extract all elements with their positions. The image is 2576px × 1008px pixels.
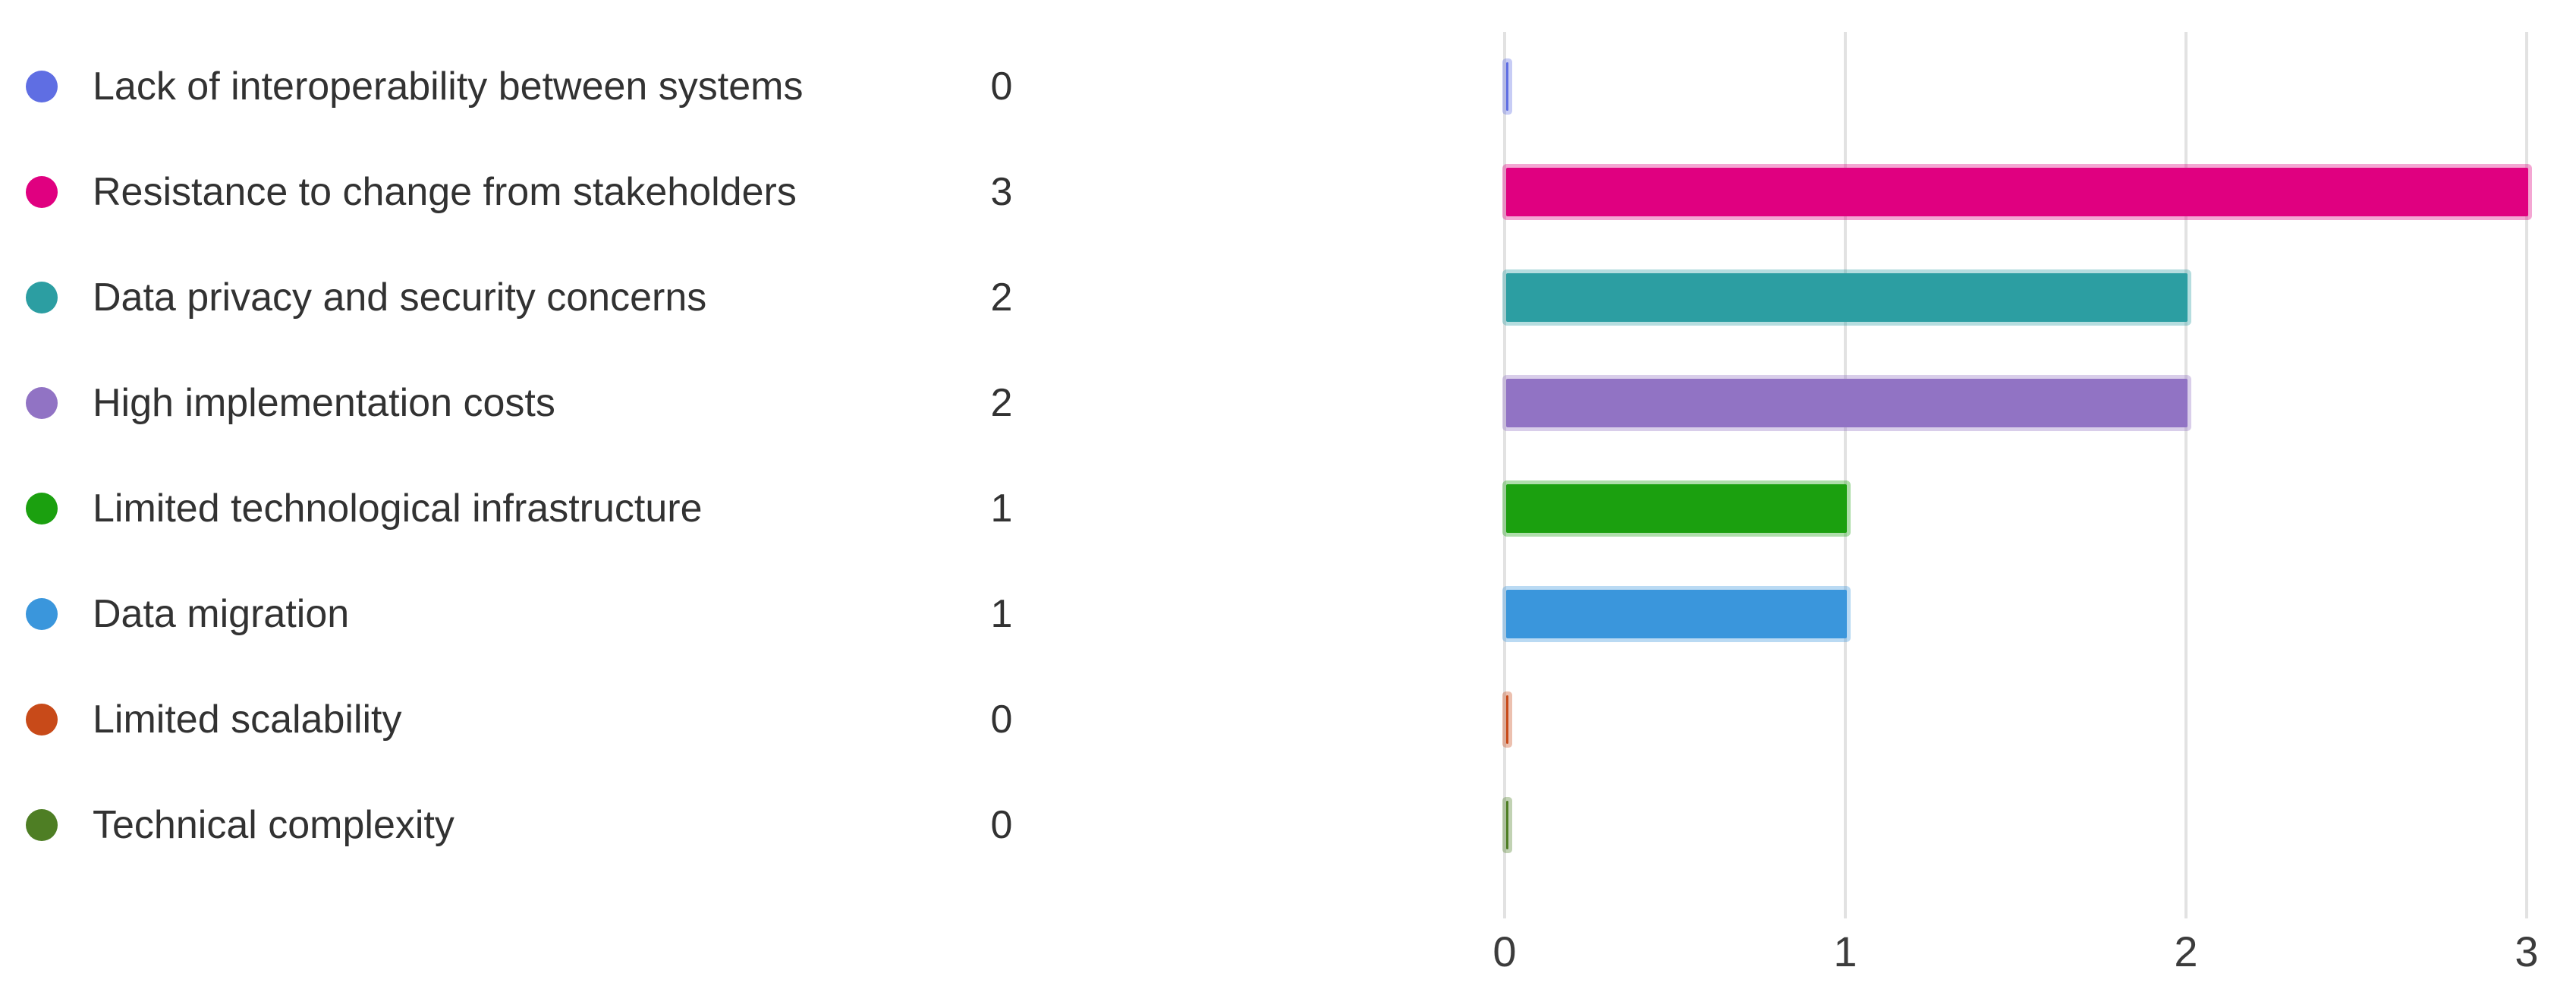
bar[interactable] xyxy=(1506,62,1508,111)
legend-color-dot-icon xyxy=(26,493,58,524)
bar[interactable] xyxy=(1506,168,2528,216)
legend-item-count: 0 xyxy=(990,803,1013,847)
legend-item-count: 2 xyxy=(990,276,1013,320)
legend-color-dot-icon xyxy=(26,704,58,736)
legend-item: Limited technological infrastructure 1 xyxy=(0,456,1077,562)
bar[interactable] xyxy=(1506,590,1847,638)
legend-item-label: Limited scalability xyxy=(93,698,402,742)
bar[interactable] xyxy=(1506,801,1508,849)
legend-item-label: Data privacy and security concerns xyxy=(93,276,707,320)
legend-item-count: 3 xyxy=(990,170,1013,214)
legend-item-count: 0 xyxy=(990,65,1013,109)
legend-item-count: 0 xyxy=(990,698,1013,742)
legend-item: Technical complexity 0 xyxy=(0,773,1077,878)
legend-item-label: Limited technological infrastructure xyxy=(93,487,703,531)
legend: Lack of interoperability between systems… xyxy=(0,0,1077,1008)
x-axis-tick-label: 1 xyxy=(1833,928,1857,975)
legend-item-label: Technical complexity xyxy=(93,803,454,847)
x-axis-tick-label: 2 xyxy=(2174,928,2198,975)
legend-item-count: 1 xyxy=(990,592,1013,636)
legend-item-count: 2 xyxy=(990,381,1013,425)
legend-item: Data migration 1 xyxy=(0,562,1077,667)
legend-color-dot-icon xyxy=(26,71,58,102)
legend-color-dot-icon xyxy=(26,809,58,841)
legend-item: High implementation costs 2 xyxy=(0,351,1077,456)
gridline-x-2 xyxy=(2184,32,2188,918)
legend-item-label: High implementation costs xyxy=(93,381,555,425)
legend-item-label: Lack of interoperability between systems xyxy=(93,65,804,109)
legend-color-dot-icon xyxy=(26,176,58,208)
legend-color-dot-icon xyxy=(26,598,58,630)
legend-item: Resistance to change from stakeholders 3 xyxy=(0,140,1077,245)
legend-item-count: 1 xyxy=(990,487,1013,531)
legend-item-label: Resistance to change from stakeholders xyxy=(93,170,797,214)
bar[interactable] xyxy=(1506,484,1847,533)
legend-item: Lack of interoperability between systems… xyxy=(0,34,1077,140)
bar[interactable] xyxy=(1506,379,2188,427)
gridline-x-0 xyxy=(1503,32,1506,918)
legend-item-label: Data migration xyxy=(93,592,350,636)
x-axis-tick-label: 0 xyxy=(1492,928,1517,975)
gridline-x-3 xyxy=(2525,32,2528,918)
legend-color-dot-icon xyxy=(26,282,58,313)
bar[interactable] xyxy=(1506,273,2188,322)
legend-item: Limited scalability 0 xyxy=(0,667,1077,773)
x-axis-tick-label: 3 xyxy=(2515,928,2539,975)
legend-item: Data privacy and security concerns 2 xyxy=(0,245,1077,351)
bar[interactable] xyxy=(1506,695,1508,744)
legend-color-dot-icon xyxy=(26,387,58,419)
gridline-x-1 xyxy=(1844,32,1847,918)
